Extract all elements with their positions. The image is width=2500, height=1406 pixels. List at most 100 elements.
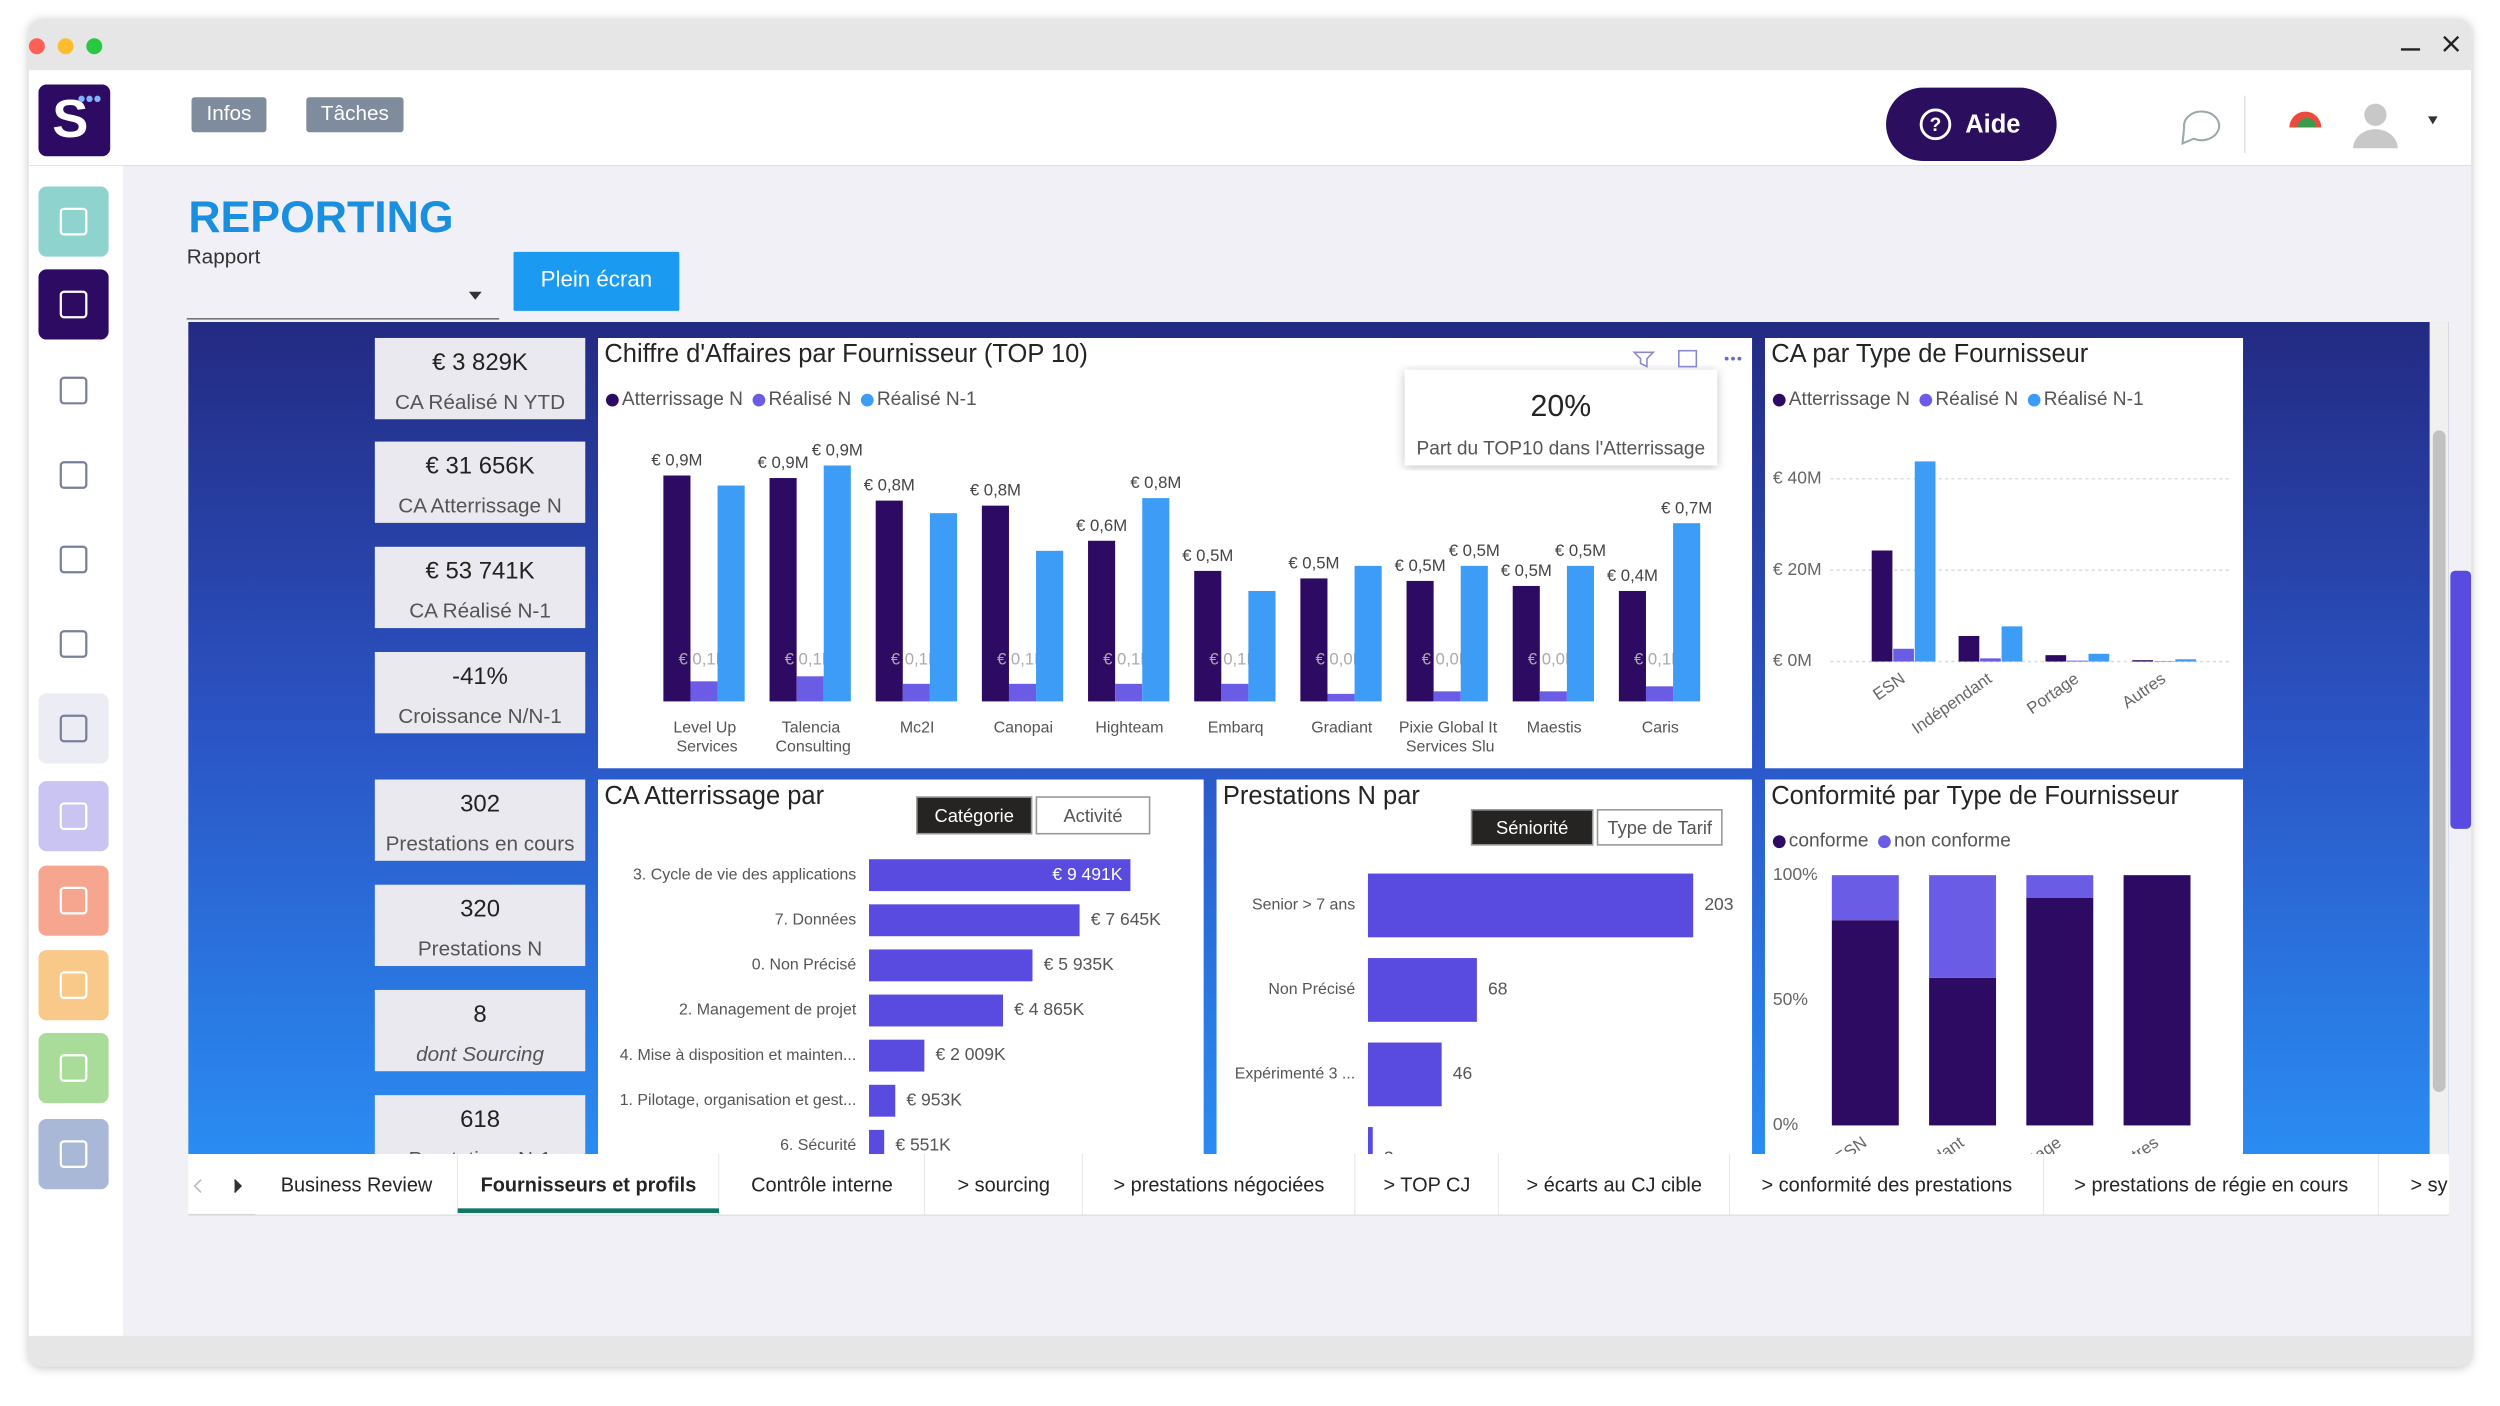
data-label: € 0,0M [1315,649,1366,668]
toggle-label[interactable]: Catégorie [934,805,1013,826]
toggle-button[interactable] [1470,809,1594,846]
x-tick-label: Embarq [1208,720,1264,737]
tab-label[interactable]: > écarts au CJ cible [1527,1174,1702,1196]
sidebar-item-bg[interactable] [38,1032,109,1104]
bar [869,1039,925,1072]
sidebar-icon[interactable] [59,545,88,574]
bar [1618,590,1646,702]
sidebar-icon[interactable] [59,207,88,236]
sidebar-icon[interactable] [59,971,88,1000]
side-scroll-handle[interactable] [2450,570,2472,829]
tab[interactable] [1355,1154,1499,1215]
data-label: € 0,0M [1422,649,1473,668]
sidebar-icon[interactable] [59,1140,88,1169]
tab[interactable] [255,1154,458,1215]
legend-marker [1772,835,1786,849]
more-icon[interactable] [1737,356,1742,361]
filter-icon[interactable] [1632,351,1656,368]
data-label: € 0,4M [1607,566,1658,585]
bar [869,994,1004,1027]
kpi-card [374,989,586,1072]
bar [1300,578,1328,702]
close-dot[interactable] [28,38,45,55]
bar [875,500,903,702]
fullscreen-button[interactable] [513,251,680,311]
sidebar-icon[interactable] [59,886,88,915]
overlay-label: Part du TOP10 dans l'Atterrissage [1417,439,1706,460]
sidebar-icon[interactable] [59,630,88,658]
sidebar-item-bg[interactable] [38,186,109,257]
org-icon-inner [2297,117,2317,128]
bar [2088,653,2110,662]
toggle-label[interactable]: Activité [1063,805,1122,826]
tab-label[interactable]: > prestations de régie en cours [2074,1174,2348,1196]
more-icon[interactable] [1731,356,1735,361]
help-button[interactable] [1886,87,2057,162]
x-tick-label: Mc2I [900,720,935,737]
bar [796,676,824,702]
sidebar-item-bg[interactable] [38,950,109,1021]
bar [663,475,691,702]
tab-label[interactable]: Business Review [281,1174,433,1196]
charts: Chiffre d'Affaires par Fournisseur (TOP … [598,337,2244,1155]
sidebar-icon[interactable] [59,802,88,831]
sidebar-icon[interactable] [59,714,88,743]
y-category-label: Senior > 7 ans [1252,897,1355,914]
canvas-scroll-thumb[interactable] [2432,430,2446,1092]
user-caret[interactable] [2428,116,2438,125]
tab-label[interactable]: > sourcing [958,1174,1050,1196]
y-category-label: 6. Sécurité [780,1137,856,1154]
toggle-button[interactable] [916,796,1033,835]
avatar-head[interactable] [2364,103,2387,126]
toggle-label[interactable]: Séniorité [1496,817,1568,838]
data-label: € 2 009K [936,1044,1006,1064]
legend-label: non conforme [1894,831,2011,852]
focus-icon[interactable] [1678,349,1698,368]
data-label: € 0,9M [758,453,809,472]
sidebar-item-bg[interactable] [38,269,109,340]
dropdown-caret[interactable] [468,291,482,300]
legend-marker [1772,393,1786,407]
tab-label[interactable]: > prestations négociées [1114,1174,1325,1196]
tab[interactable] [2378,1154,2487,1215]
sidebar-item-bg[interactable] [38,865,109,936]
chat-icon[interactable] [2181,110,2221,146]
logo[interactable] [38,84,111,157]
sidebar-icon[interactable] [59,461,88,489]
taches-button[interactable] [306,97,404,133]
more-icon[interactable] [1724,356,1729,361]
tab[interactable] [719,1154,925,1215]
sidebar-item-bg[interactable] [38,1119,109,1190]
sidebar-icon[interactable] [59,1054,88,1082]
minimize-dot[interactable] [57,38,74,55]
tab[interactable] [924,1154,1083,1215]
maximize-dot[interactable] [86,38,103,55]
bar [1460,565,1488,702]
sidebar-icon[interactable] [59,376,88,405]
tab[interactable] [1082,1154,1356,1215]
kpi-value: -41% [452,663,508,690]
toggle-label[interactable]: Type de Tarif [1607,817,1713,838]
tab[interactable] [1729,1154,2044,1215]
tab-label[interactable]: Fournisseurs et profils [481,1174,697,1196]
tab[interactable] [457,1154,720,1215]
bar [1871,550,1893,662]
tab-next[interactable] [233,1179,243,1193]
bar [1645,686,1674,702]
infos-label: Infos [207,102,252,125]
tab-label[interactable]: > conformité des prestations [1762,1174,2013,1196]
toggle-button[interactable] [1035,796,1151,835]
bar [1008,683,1037,702]
toggle-button[interactable] [1596,809,1723,846]
close-icon[interactable] [2443,35,2460,52]
tab-prev[interactable] [193,1179,202,1193]
tab-label[interactable]: > sy [2411,1174,2448,1196]
sidebar-item-bg[interactable] [38,693,109,764]
tab-label[interactable]: Contrôle interne [751,1174,893,1196]
sidebar-icon[interactable] [59,290,88,319]
sidebar-item-bg[interactable] [38,781,109,852]
tab[interactable] [2043,1154,2379,1215]
tab[interactable] [1498,1154,1730,1215]
tab-label[interactable]: > TOP CJ [1384,1174,1471,1196]
infos-button[interactable] [191,97,267,133]
